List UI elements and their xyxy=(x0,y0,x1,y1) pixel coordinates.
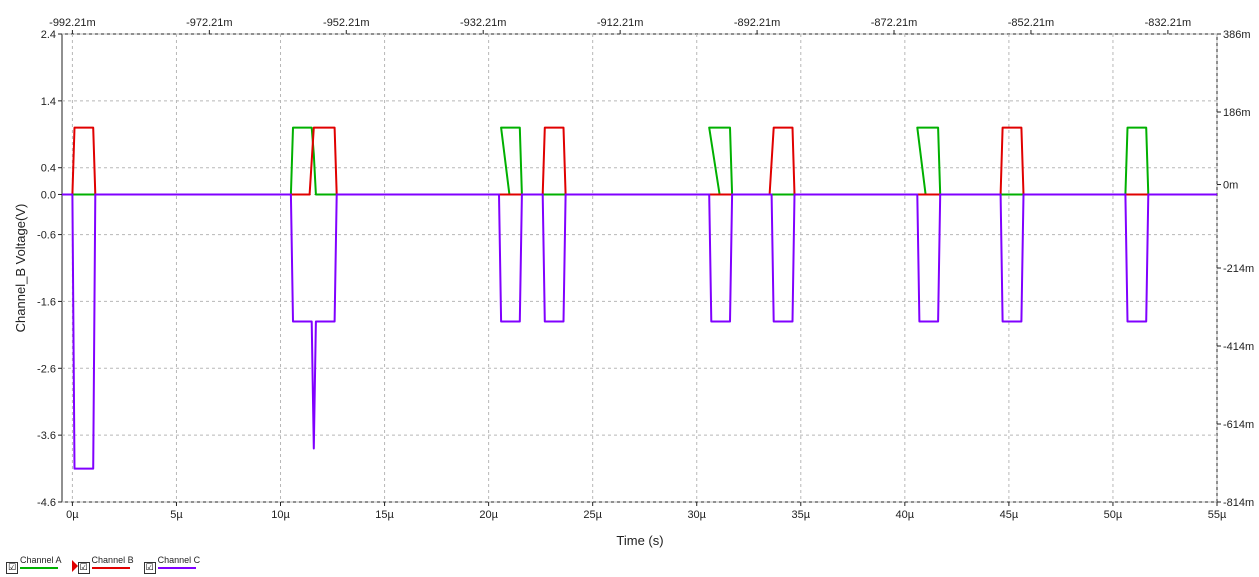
x-tick-label: 40µ xyxy=(896,509,915,521)
y2-tick-label: 186m xyxy=(1223,107,1251,119)
x2-tick-label: -932.21m xyxy=(460,17,506,29)
checkbox-channel-a[interactable]: ☑ xyxy=(6,562,18,574)
y2-tick-label: -214m xyxy=(1223,263,1254,275)
checkbox-channel-b[interactable]: ☑ xyxy=(77,562,90,574)
legend-label-channel-a: Channel A xyxy=(20,555,62,565)
x2-axis-ticks: -992.21m -972.21m -952.21m -932.21m -912.21m… xyxy=(49,17,1191,34)
selected-marker-icon xyxy=(71,560,78,572)
y-tick-label: -1.6 xyxy=(37,296,56,308)
y-tick-label: 1.4 xyxy=(41,96,56,108)
checkbox-channel-c[interactable]: ☑ xyxy=(143,562,156,574)
legend-swatch-channel-a xyxy=(20,567,58,569)
x-axis-ticks: 0µ 5µ 10µ 15µ 20µ 25µ 30µ 35µ 40µ 45µ 50µ 55µ xyxy=(66,502,1227,521)
legend: ☑ Channel A ☑ Channel B ☑ Channel C xyxy=(6,555,200,575)
y-tick-label: 0.0 xyxy=(41,189,56,201)
x2-tick-label: -892.21m xyxy=(734,17,780,29)
x2-tick-label: -972.21m xyxy=(186,17,232,29)
y-axis-ticks: 2.4 1.4 0.4 0.0 -0.6 -1.6 -2.6 -3.6 -4.6 xyxy=(37,29,62,509)
y2-tick-label: 386m xyxy=(1223,29,1251,41)
y-tick-label: 0.4 xyxy=(41,163,56,175)
legend-item-channel-c[interactable]: ☑ Channel C xyxy=(143,555,201,574)
x2-tick-label: -832.21m xyxy=(1145,17,1191,29)
x2-tick-label: -852.21m xyxy=(1008,17,1054,29)
series-line-channel-c xyxy=(62,193,1217,470)
x-tick-label: 20µ xyxy=(479,509,498,521)
y2-tick-label: -814m xyxy=(1223,497,1254,509)
x-tick-label: 5µ xyxy=(170,509,183,521)
y-axis-title: Channel_B Voltage(V) xyxy=(13,204,28,333)
y2-axis-ticks: 386m 186m 0m -214m -414m -614m -814m xyxy=(1217,29,1254,509)
legend-label-channel-c: Channel C xyxy=(157,555,201,565)
legend-item-channel-b[interactable]: ☑ Channel B xyxy=(71,555,134,574)
x-tick-label: 55µ xyxy=(1208,509,1227,521)
series-line-channel-b xyxy=(62,126,1217,196)
y-tick-label: -0.6 xyxy=(37,230,56,242)
plot-area xyxy=(61,33,1218,503)
legend-item-channel-a[interactable]: ☑ Channel A xyxy=(6,555,62,574)
x-tick-label: 35µ xyxy=(791,509,810,521)
x-tick-label: 10µ xyxy=(271,509,290,521)
series-lines xyxy=(62,126,1217,470)
y-tick-label: -2.6 xyxy=(37,363,56,375)
y2-tick-label: -414m xyxy=(1223,341,1254,353)
x-tick-label: 25µ xyxy=(583,509,602,521)
y-tick-label: -4.6 xyxy=(37,497,56,509)
y2-tick-label: -614m xyxy=(1223,419,1254,431)
legend-label-channel-b: Channel B xyxy=(91,555,134,565)
x2-tick-label: -872.21m xyxy=(871,17,917,29)
x-tick-label: 15µ xyxy=(375,509,394,521)
x2-tick-label: -912.21m xyxy=(597,17,643,29)
legend-swatch-channel-c xyxy=(157,567,196,569)
y2-tick-label: 0m xyxy=(1223,180,1238,192)
x2-tick-label: -992.21m xyxy=(49,17,95,29)
legend-swatch-channel-b xyxy=(91,567,130,569)
y-tick-label: -3.6 xyxy=(37,430,56,442)
x2-tick-label: -952.21m xyxy=(323,17,369,29)
x-tick-label: 50µ xyxy=(1104,509,1123,521)
x-tick-label: 0µ xyxy=(66,509,79,521)
y-tick-label: 2.4 xyxy=(41,29,56,41)
x-tick-label: 30µ xyxy=(687,509,706,521)
x-tick-label: 45µ xyxy=(1000,509,1019,521)
x-axis-title: Time (s) xyxy=(616,533,663,548)
